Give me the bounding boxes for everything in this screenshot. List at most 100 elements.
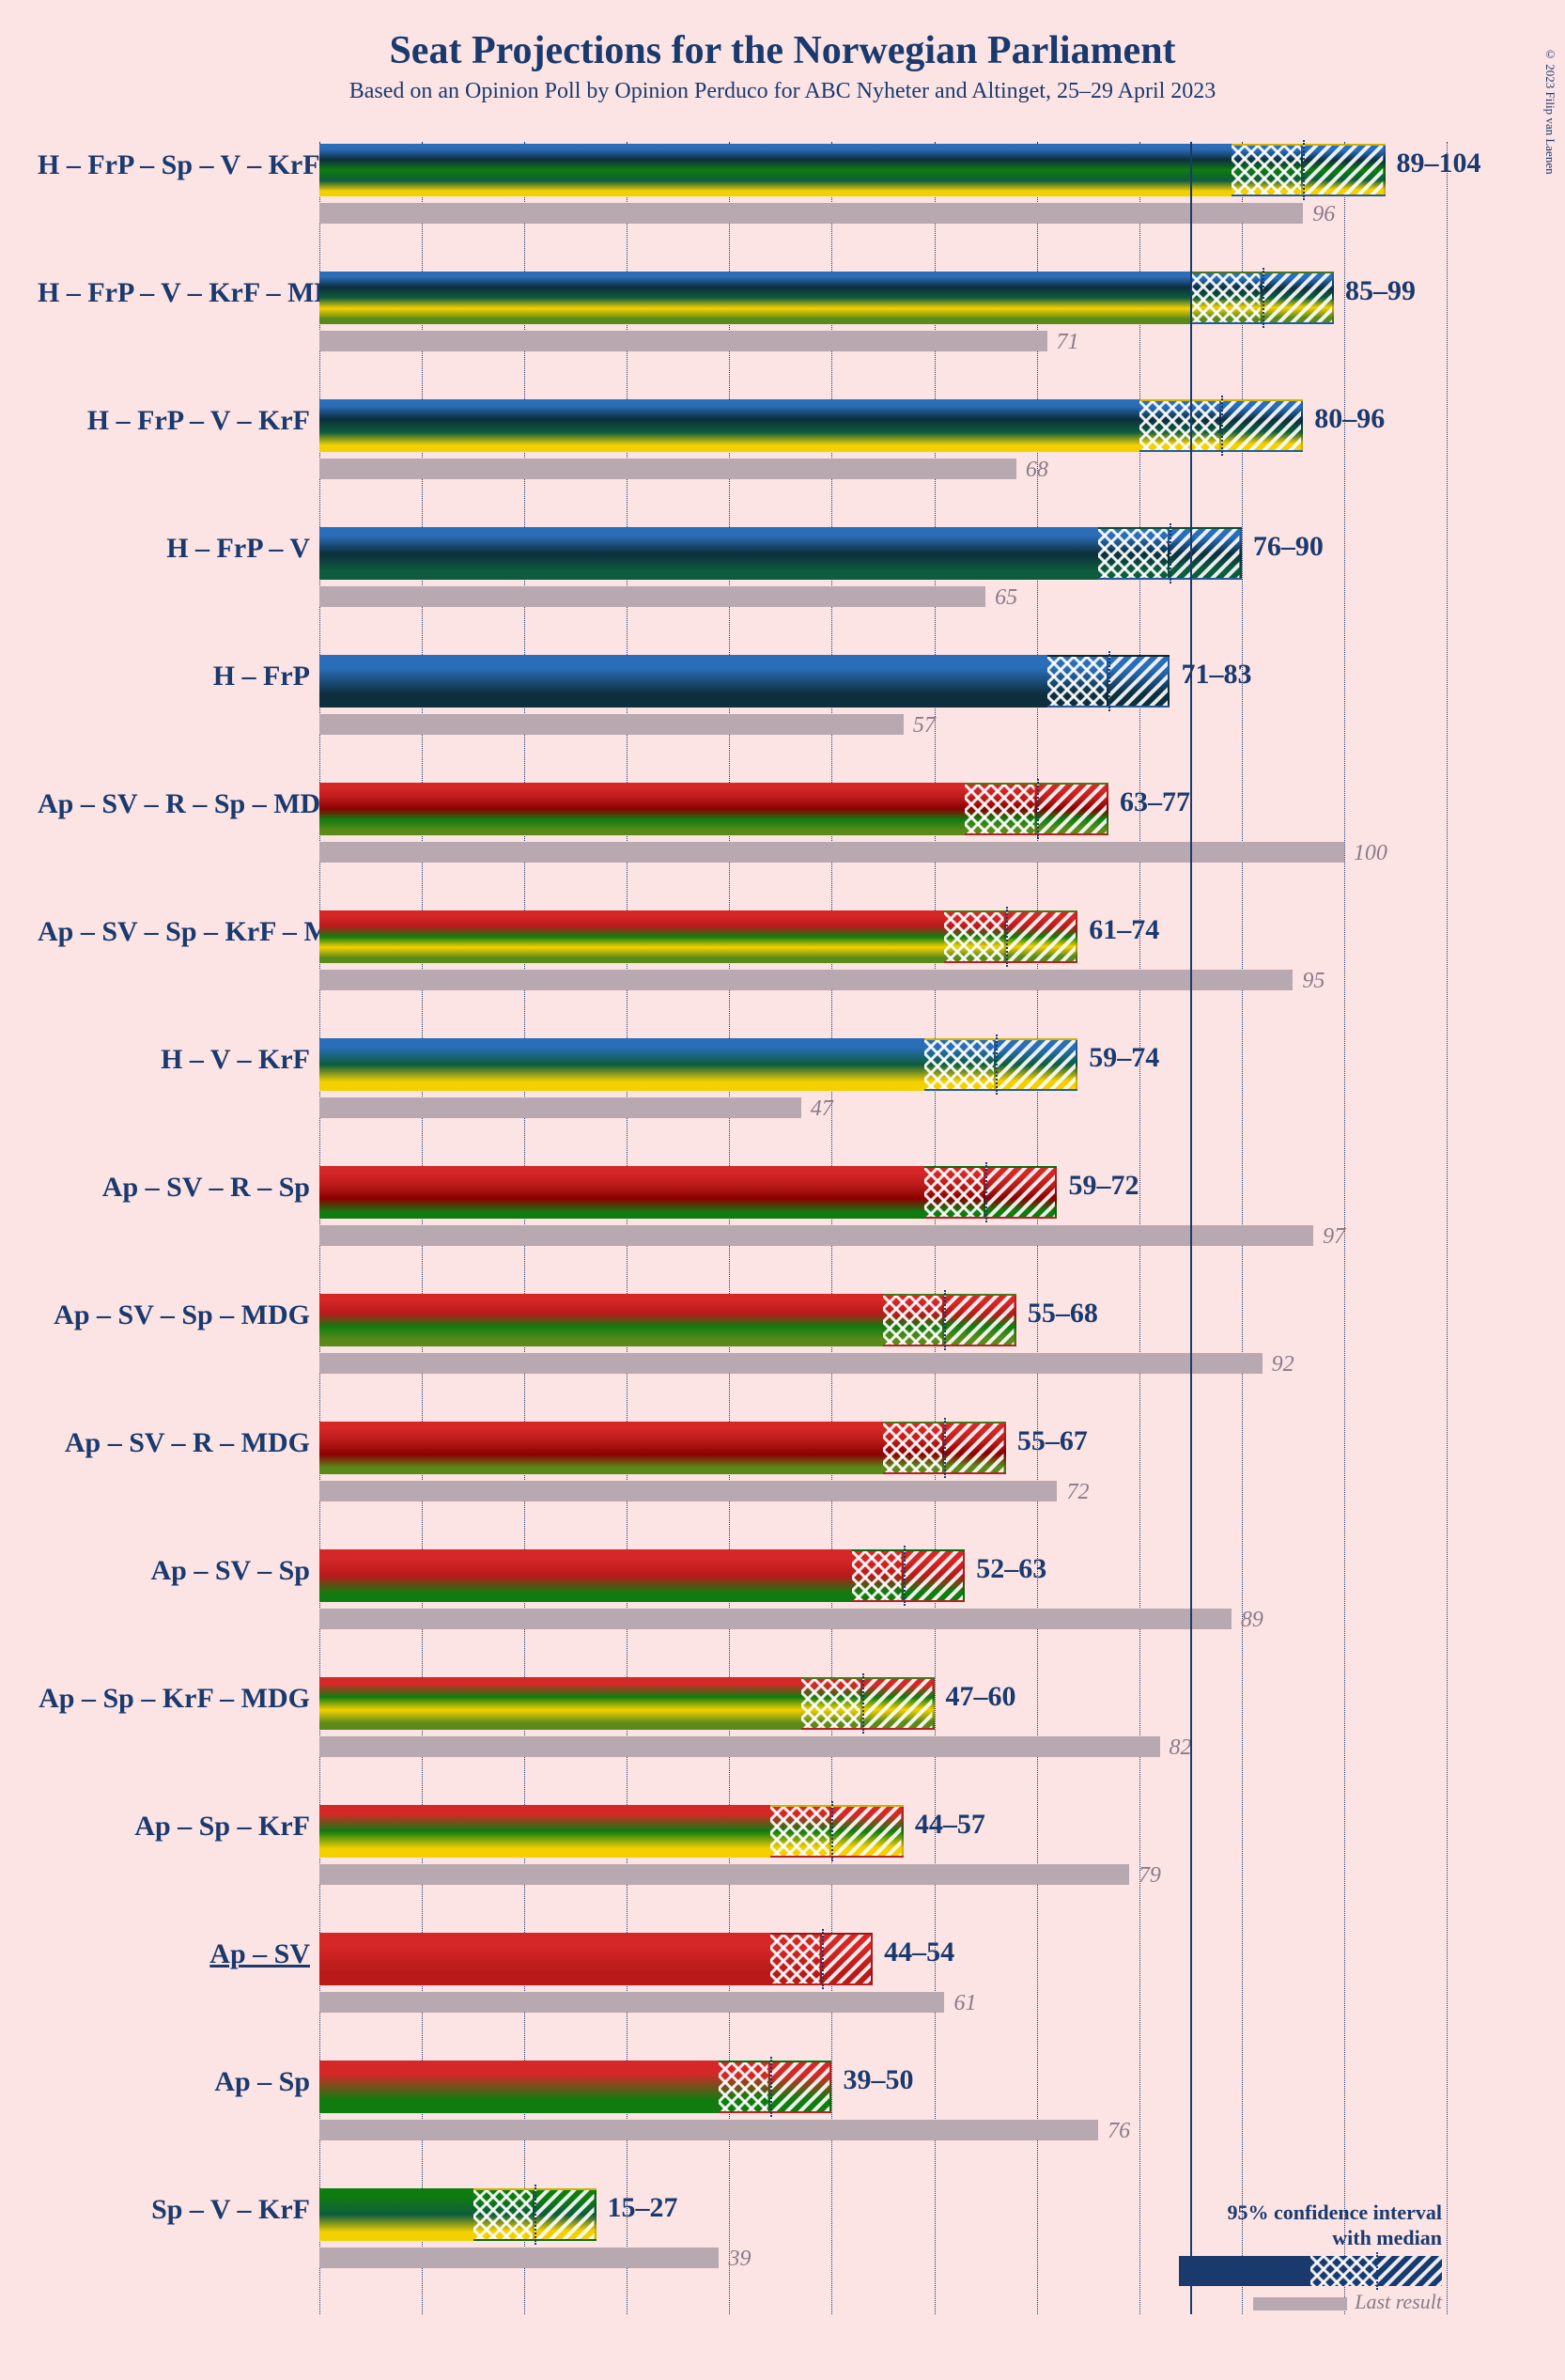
bar-solid — [319, 399, 1139, 452]
bar-ci-low — [924, 1166, 985, 1219]
last-result-bar — [319, 1353, 1263, 1374]
bar-solid — [319, 655, 1047, 708]
value-last: 92 — [1272, 1352, 1294, 1377]
bar-solid — [319, 2061, 719, 2113]
coalition-label: Ap – SV – Sp – MDG — [38, 1299, 310, 1331]
median-marker — [535, 2185, 536, 2245]
coalition-label: Ap – SV — [38, 1938, 310, 1970]
last-result-bar — [319, 1225, 1313, 1246]
bar-ci-high — [1170, 527, 1241, 580]
value-range: 52–63 — [976, 1553, 1046, 1585]
chart-title: Seat Projections for the Norwegian Parli… — [38, 28, 1527, 73]
last-result-bar — [319, 1097, 801, 1118]
coalition-label: Ap – Sp – KrF — [38, 1811, 310, 1843]
value-last: 96 — [1312, 202, 1335, 227]
bar-ci-low — [770, 1805, 831, 1858]
last-result-bar — [319, 714, 904, 735]
value-last: 89 — [1241, 1608, 1263, 1633]
coalition-label: Ap – SV – R – MDG — [38, 1427, 310, 1459]
bar-ci-high — [535, 2188, 596, 2241]
bar-ci-low — [719, 2061, 770, 2113]
last-majority-marker — [1190, 1606, 1192, 1632]
value-last: 97 — [1323, 1224, 1345, 1250]
last-result-bar — [319, 1992, 944, 2013]
last-result-bar — [319, 1609, 1232, 1629]
bar-ci-low — [924, 1038, 996, 1091]
legend-sample-bar — [1179, 2256, 1442, 2286]
value-last: 39 — [728, 2247, 751, 2272]
coalition-label: H – FrP – V – KrF – MDG — [38, 277, 310, 309]
value-range: 59–72 — [1068, 1170, 1139, 1202]
last-result-bar — [319, 1864, 1129, 1885]
coalition-row: H – V – KrF59–7447 — [319, 1027, 1447, 1155]
coalition-row: Ap – Sp – KrF – MDG47–6082 — [319, 1666, 1447, 1794]
coalition-label: H – FrP – V – KrF — [38, 405, 310, 437]
last-majority-marker — [1190, 967, 1192, 993]
bar-solid — [319, 910, 944, 963]
value-range: 61–74 — [1089, 914, 1159, 946]
last-result-bar — [319, 203, 1303, 224]
bar-solid — [319, 144, 1232, 196]
median-marker — [1006, 907, 1008, 967]
bar-ci-high — [1303, 144, 1385, 196]
median-marker — [996, 1034, 998, 1095]
median-marker — [1170, 523, 1171, 583]
bar-solid — [319, 1549, 852, 1602]
bar-ci-high — [1108, 655, 1170, 708]
last-result-bar — [319, 970, 1293, 990]
bar-solid — [319, 272, 1190, 324]
bar-solid — [319, 2188, 473, 2241]
coalition-row: Ap – Sp – KrF44–5779 — [319, 1794, 1447, 1921]
bar-ci-low — [852, 1549, 904, 1602]
bar-ci-high — [1221, 399, 1303, 452]
median-marker — [985, 1162, 987, 1222]
bar-ci-low — [883, 1422, 944, 1474]
coalition-row: Ap – SV44–5461 — [319, 1921, 1447, 2049]
bar-ci-high — [1006, 910, 1077, 963]
coalition-label: H – V – KrF — [38, 1044, 310, 1076]
value-range: 89–104 — [1397, 148, 1481, 179]
bar-solid — [319, 1933, 770, 1985]
coalition-label: Sp – V – KrF — [38, 2194, 310, 2226]
value-last: 65 — [995, 585, 1017, 611]
value-range: 85–99 — [1345, 275, 1416, 307]
bar-ci-high — [944, 1294, 1015, 1346]
bar-ci-high — [904, 1549, 965, 1602]
bar-ci-high — [944, 1422, 1005, 1474]
bar-solid — [319, 1422, 883, 1474]
bar-ci-high — [862, 1677, 934, 1730]
median-marker — [1221, 396, 1223, 456]
bar-ci-low — [1232, 144, 1303, 196]
median-marker — [944, 1418, 946, 1478]
coalition-row: Ap – SV – R – Sp – MDG63–77100 — [319, 771, 1447, 899]
last-result-bar — [319, 2120, 1098, 2140]
value-last: 82 — [1170, 1735, 1192, 1761]
coalition-row: Ap – Sp39–5076 — [319, 2049, 1447, 2177]
bar-ci-low — [944, 910, 1005, 963]
coalition-label: H – FrP – V — [38, 533, 310, 565]
coalition-row: Ap – SV – Sp – MDG55–6892 — [319, 1283, 1447, 1410]
median-marker — [770, 2057, 772, 2117]
coalition-label: Ap – SV – R – Sp — [38, 1172, 310, 1204]
value-range: 76–90 — [1253, 531, 1324, 563]
value-last: 71 — [1057, 330, 1079, 355]
value-range: 15–27 — [608, 2192, 678, 2224]
value-last: 57 — [913, 713, 936, 739]
value-range: 39–50 — [843, 2064, 913, 2096]
bar-ci-high — [822, 1933, 874, 1985]
bar-ci-high — [1037, 783, 1108, 835]
median-marker — [1037, 779, 1039, 839]
coalition-row: H – FrP – V – KrF80–9668 — [319, 388, 1447, 516]
value-range: 80–96 — [1314, 403, 1385, 435]
bar-rows: H – FrP – Sp – V – KrF89–10496H – FrP – … — [319, 132, 1447, 2305]
bar-ci-high — [985, 1166, 1057, 1219]
bar-ci-low — [473, 2188, 535, 2241]
bar-ci-low — [770, 1933, 822, 1985]
coalition-row: Ap – SV – Sp52–6389 — [319, 1538, 1447, 1666]
value-range: 44–57 — [915, 1809, 985, 1841]
last-majority-marker — [1190, 1222, 1192, 1249]
value-range: 55–67 — [1017, 1425, 1088, 1457]
bar-ci-high — [831, 1805, 903, 1858]
bar-ci-low — [883, 1294, 944, 1346]
median-marker — [1263, 268, 1264, 328]
